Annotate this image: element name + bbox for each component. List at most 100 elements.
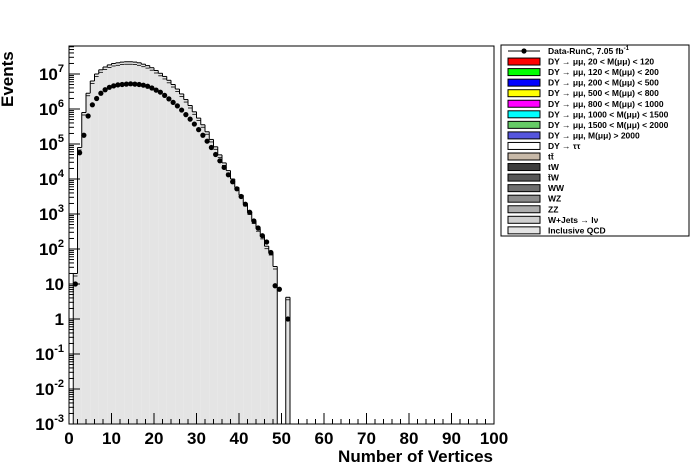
x-tick-label: 60	[315, 429, 334, 448]
data-point	[204, 138, 210, 144]
data-point	[153, 87, 159, 93]
mc-bar	[154, 70, 159, 424]
data-point	[85, 113, 91, 119]
data-point	[221, 164, 227, 171]
mc-bar	[103, 67, 108, 424]
legend-label: W+Jets → lν	[548, 215, 599, 225]
legend-label: DY → μμ, M(μμ) > 2000	[548, 130, 640, 140]
legend-label: DY → μμ, 1500 < M(μμ) < 2000	[548, 120, 669, 130]
legend-swatch	[507, 120, 541, 129]
data-point	[255, 225, 261, 231]
legend-label: tW	[548, 162, 560, 172]
mc-bar	[86, 93, 91, 424]
data-point	[145, 83, 151, 89]
mc-bar	[226, 170, 231, 424]
x-tick-label: 70	[357, 429, 376, 448]
legend-swatch	[507, 205, 541, 214]
legend-label: DY → ττ	[548, 141, 581, 151]
x-tick-label: 80	[400, 429, 419, 448]
y-tick-label: 10-3	[35, 413, 64, 434]
mc-bar	[171, 84, 176, 424]
mc-bar	[234, 187, 239, 424]
mc-bar	[166, 80, 171, 425]
data-point	[77, 150, 83, 156]
legend-swatch	[507, 57, 541, 66]
mc-stack-layer	[72, 61, 291, 425]
mc-bar	[251, 221, 256, 424]
data-point	[115, 82, 121, 88]
x-tick-label: 10	[102, 429, 121, 448]
data-point	[225, 172, 231, 178]
data-point	[119, 81, 125, 88]
mc-bar	[115, 62, 120, 425]
y-tick-label: 1	[55, 310, 64, 329]
data-point	[162, 92, 168, 98]
legend-label: DY → μμ, 800 < M(μμ) < 1000	[548, 99, 664, 109]
legend-swatch	[507, 152, 541, 161]
data-point	[140, 82, 146, 88]
data-point	[166, 96, 172, 102]
legend-swatch	[507, 215, 541, 224]
data-point	[217, 158, 223, 164]
legend-label: Inclusive QCD	[548, 225, 606, 235]
x-tick-label: 20	[145, 429, 164, 448]
legend: Data-RunC, 7.05 fb-1DY → μμ, 20 < M(μμ) …	[500, 44, 690, 237]
mc-bar	[217, 154, 222, 424]
mc-bar	[94, 74, 99, 424]
mc-bar	[81, 112, 86, 424]
data-point	[183, 112, 189, 118]
x-tick-label: 90	[442, 429, 461, 448]
data-point	[94, 95, 100, 102]
y-tick-label: 104	[39, 168, 65, 189]
y-tick-label: 103	[39, 203, 64, 224]
legend-swatch	[507, 173, 541, 182]
mc-bar	[260, 236, 265, 424]
mc-bar	[230, 179, 235, 424]
data-point	[191, 121, 197, 127]
mc-bar	[256, 228, 261, 424]
data-point	[136, 81, 142, 88]
data-point	[102, 87, 108, 93]
mc-bar	[158, 73, 163, 425]
data-point	[259, 233, 265, 239]
data-point	[200, 132, 206, 138]
x-tick-label: 30	[187, 429, 206, 448]
mc-bar	[196, 118, 201, 424]
data-point	[247, 209, 253, 215]
mc-bar	[141, 64, 146, 424]
x-axis-title: Number of Vertices	[338, 447, 493, 466]
data-point	[81, 132, 87, 138]
legend-label: DY → μμ, 1000 < M(μμ) < 1500	[548, 109, 669, 119]
data-point	[242, 201, 248, 207]
data-point	[174, 103, 180, 109]
legend-label: DY → μμ, 20 < M(μμ) < 120	[548, 57, 654, 67]
mc-bar	[111, 63, 116, 424]
data-point	[187, 116, 193, 122]
mc-bar	[175, 89, 180, 425]
legend-marker	[521, 48, 527, 54]
mc-bar	[200, 124, 205, 424]
y-tick-label: 10-1	[35, 343, 64, 364]
data-points-layer	[72, 81, 291, 322]
mc-bar	[222, 162, 227, 424]
data-point	[251, 218, 257, 224]
legend-swatch	[507, 226, 541, 235]
data-point	[98, 90, 104, 96]
mc-bar	[98, 69, 103, 425]
data-point	[106, 84, 112, 90]
data-point	[213, 151, 219, 158]
data-point	[285, 316, 291, 322]
legend-label: DY → μμ, 500 < M(μμ) < 800	[548, 88, 659, 98]
data-point	[170, 99, 176, 105]
mc-bar	[243, 203, 248, 424]
mc-bar	[124, 61, 129, 424]
legend-swatch	[507, 110, 541, 119]
legend-swatch	[507, 78, 541, 87]
data-point	[196, 127, 202, 133]
data-point	[179, 107, 185, 113]
legend-label: ZZ	[548, 204, 558, 214]
legend-swatch	[507, 194, 541, 203]
y-tick-label: 106	[39, 98, 64, 119]
y-axis-title: Events	[0, 51, 17, 107]
data-point	[157, 89, 163, 95]
